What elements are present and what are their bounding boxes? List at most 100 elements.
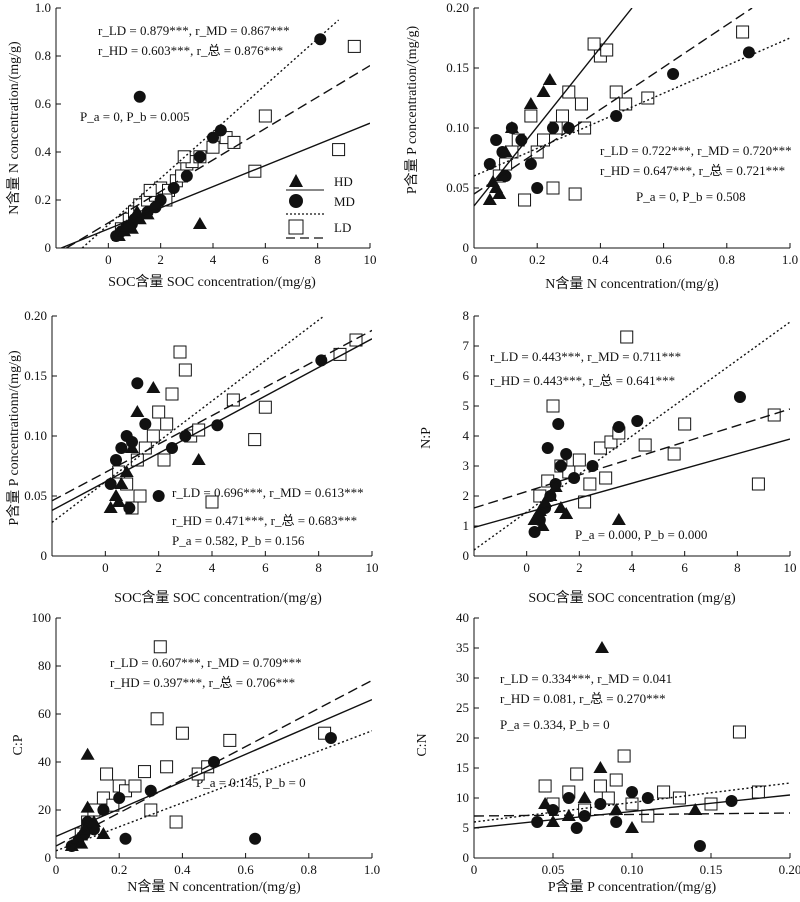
- y-tick-label: 7: [463, 338, 470, 353]
- y-tick-label: 60: [38, 706, 51, 721]
- x-tick-label: 8: [314, 252, 321, 267]
- hd-point: [523, 97, 538, 109]
- y-tick-label: 0.05: [24, 488, 47, 503]
- y-tick-label: 2: [463, 488, 470, 503]
- hd-point: [553, 501, 568, 513]
- ld-point: [593, 779, 607, 793]
- md-point: [560, 448, 573, 460]
- ld-point: [587, 37, 601, 51]
- stats-line-3: P_a = 0, P_b = 0.005: [80, 109, 190, 124]
- ld-point: [173, 345, 187, 359]
- md-point: [626, 786, 638, 798]
- hd-point: [609, 803, 624, 815]
- ld-point: [524, 109, 538, 123]
- fit-line-hd: [60, 122, 370, 248]
- ld-point: [169, 815, 183, 829]
- legend-md-marker: [289, 194, 303, 208]
- ld-point: [678, 417, 692, 431]
- md-point: [541, 442, 554, 454]
- y-tick-label: 0.8: [35, 48, 51, 63]
- ld-point: [609, 85, 623, 99]
- y-axis-title: N含量 N concentration/(mg/g): [6, 41, 22, 215]
- ld-point: [546, 181, 560, 195]
- md-point: [667, 68, 680, 80]
- x-axis-title: SOC含量 SOC concentration (mg/g): [528, 590, 736, 606]
- x-tick-label: 0.4: [174, 862, 191, 877]
- hd-point: [577, 791, 592, 803]
- hd-point: [532, 504, 547, 516]
- y-tick-label: 100: [32, 610, 52, 625]
- x-tick-label: 0.6: [655, 252, 672, 267]
- legend-hd-label: HD: [334, 174, 353, 189]
- x-tick-label: 0: [102, 560, 109, 575]
- md-point: [179, 430, 192, 442]
- hd-point: [191, 453, 206, 465]
- y-tick-label: 0.20: [446, 0, 469, 15]
- y-tick-label: 20: [38, 802, 51, 817]
- stats-line-1: r_LD = 0.696***, r_MD = 0.613***: [172, 485, 364, 500]
- ld-point: [657, 785, 671, 799]
- x-tick-label: 0: [471, 252, 478, 267]
- x-tick-label: 4: [209, 560, 216, 575]
- y-tick-label: 0.10: [446, 120, 469, 135]
- ld-point: [619, 97, 633, 111]
- md-point: [631, 415, 644, 427]
- fit-line-md: [474, 321, 790, 551]
- md-point: [554, 460, 567, 472]
- y-tick-label: 40: [456, 610, 469, 625]
- y-tick-label: 0.15: [24, 368, 47, 383]
- ld-point: [546, 399, 560, 413]
- stats-line-3: P_a = 0.145, P_b = 0: [196, 775, 306, 790]
- stats-line-1: r_LD = 0.722***, r_MD = 0.720***: [600, 143, 792, 158]
- x-axis-title: N含量 N concentration/(mg/g): [127, 879, 301, 895]
- fit-line-ld: [474, 408, 790, 509]
- stats-line-2: r_HD = 0.647***, r_总 = 0.721***: [600, 163, 785, 178]
- md-point: [97, 804, 110, 816]
- y-tick-label: 20: [456, 730, 469, 745]
- y-axis-title: N:P: [419, 427, 434, 449]
- panel-n-cp: N含量 N concentration/(mg/g) C:P r_LD = 0.…: [11, 655, 306, 895]
- md-point: [110, 454, 122, 466]
- x-tick-label: 0.05: [542, 862, 565, 877]
- ld-point: [100, 767, 114, 781]
- ld-point: [609, 773, 623, 787]
- x-axis-title: N含量 N concentration/(mg/g): [545, 276, 719, 292]
- panel-n-p: N含量 N concentration/(mg/g) P含量 P concent…: [404, 26, 792, 292]
- ld-point: [128, 779, 142, 793]
- x-tick-label: 10: [364, 252, 377, 267]
- ld-point: [178, 363, 192, 377]
- md-point: [133, 90, 146, 103]
- hd-point: [132, 212, 147, 225]
- markers: [103, 333, 363, 515]
- x-tick-label: 0.8: [719, 252, 735, 267]
- x-tick-label: 0.10: [621, 862, 644, 877]
- hd-point: [536, 85, 551, 97]
- y-tick-label: 0.2: [35, 192, 51, 207]
- x-tick-label: 0.2: [111, 862, 127, 877]
- ld-point: [736, 25, 750, 39]
- ld-point: [574, 97, 588, 111]
- hd-point: [543, 489, 558, 501]
- ld-point: [672, 791, 686, 805]
- md-point: [483, 158, 496, 170]
- y-tick-label: 1: [463, 518, 470, 533]
- hd-point: [593, 761, 608, 773]
- md-point: [139, 418, 152, 430]
- fit-line-hd: [474, 794, 790, 829]
- md-point: [594, 798, 607, 810]
- x-tick-label: 0.6: [237, 862, 254, 877]
- x-axis-title: SOC含量 SOC concentration/(mg/g): [114, 590, 322, 606]
- x-tick-label: 0.8: [301, 862, 317, 877]
- ld-point: [258, 400, 272, 414]
- plot-n-cp: 0 0.2 0.4 0.6 0.8 1.0 0 20 40 60 80 100: [32, 610, 381, 877]
- md-point: [742, 46, 755, 59]
- x-tick-label: 1.0: [782, 252, 798, 267]
- ld-point: [638, 438, 652, 452]
- hd-point: [192, 217, 207, 229]
- legend-hd-marker: [289, 174, 303, 187]
- fit-line-ld: [474, 812, 790, 817]
- ld-point: [226, 393, 240, 407]
- fit-line-hd: [474, 438, 790, 529]
- ld-point: [146, 429, 160, 443]
